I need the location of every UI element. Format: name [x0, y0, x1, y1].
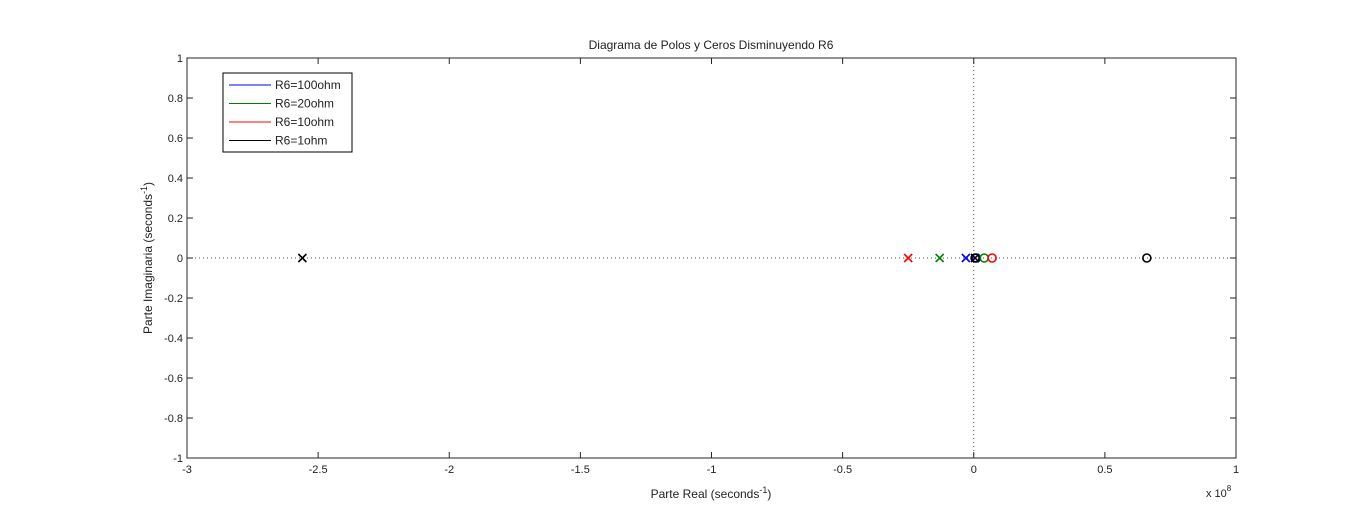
y-axis-label: Parte Imaginaria (seconds-1) [139, 182, 155, 334]
y-tick-label: 0.4 [168, 173, 183, 185]
pole-marker [935, 253, 945, 263]
zero-lines [187, 58, 1236, 458]
zero-marker [987, 253, 997, 263]
chart-title: Diagrama de Polos y Ceros Disminuyendo R… [589, 38, 834, 52]
y-tick-label: -0.8 [164, 413, 183, 425]
pole-marker [297, 253, 307, 263]
axis-ticks [186, 57, 1237, 459]
y-tick-label: -0.2 [164, 293, 183, 305]
tick-labels: -3 -2.5 -2 -1.5 -1 -0.5 0 0.5 1 -1 -0.8 -0.6 -0.4 -0.… [164, 53, 1239, 476]
pole-marker [961, 253, 971, 263]
markers [297, 253, 1152, 263]
y-tick-label: 1 [177, 53, 183, 65]
x-tick-label: -1.5 [571, 464, 590, 476]
zero-marker [970, 253, 980, 263]
legend: R6=100ohm R6=20ohm R6=10ohm R6=1ohm [222, 72, 353, 153]
y-axis-label-sup: -1 [139, 186, 149, 194]
y-tick-label: -0.4 [164, 333, 183, 345]
y-tick-label: -0.6 [164, 373, 183, 385]
x-axis-exponent-power: 8 [1227, 484, 1232, 493]
x-tick-label: 0 [971, 464, 977, 476]
y-tick-label: 0.8 [168, 93, 183, 105]
y-axis-label-main: Parte Imaginaria (seconds [141, 194, 155, 334]
x-axis-label-sup: -1 [759, 485, 767, 495]
pole-marker [903, 253, 913, 263]
y-tick-label: 0.6 [168, 133, 183, 145]
x-tick-label: -3 [182, 464, 192, 476]
x-axis-label-tail: ) [767, 487, 771, 501]
y-tick-label: -1 [173, 453, 183, 465]
x-tick-label: -0.5 [833, 464, 852, 476]
legend-label: R6=1ohm [275, 134, 327, 148]
x-axis-exponent: x 108 [1206, 484, 1232, 500]
legend-label: R6=10ohm [275, 115, 334, 129]
x-tick-label: 1 [1233, 464, 1239, 476]
y-tick-label: 0.2 [168, 213, 183, 225]
y-axis-label-tail: ) [141, 182, 155, 186]
legend-label: R6=100ohm [275, 78, 341, 92]
x-tick-label: -2 [444, 464, 454, 476]
legend-label: R6=20ohm [275, 97, 334, 111]
y-tick-label: 0 [177, 253, 183, 265]
pole-marker [970, 253, 980, 263]
zero-marker [1142, 253, 1152, 263]
x-tick-label: 0.5 [1097, 464, 1112, 476]
x-axis-label: Parte Real (seconds-1) [651, 485, 772, 501]
x-axis-exponent-base: x 10 [1206, 488, 1227, 500]
x-tick-label: -2.5 [309, 464, 328, 476]
x-axis-label-main: Parte Real (seconds [651, 487, 760, 501]
legend-box [222, 72, 353, 153]
x-tick-label: -1 [707, 464, 717, 476]
